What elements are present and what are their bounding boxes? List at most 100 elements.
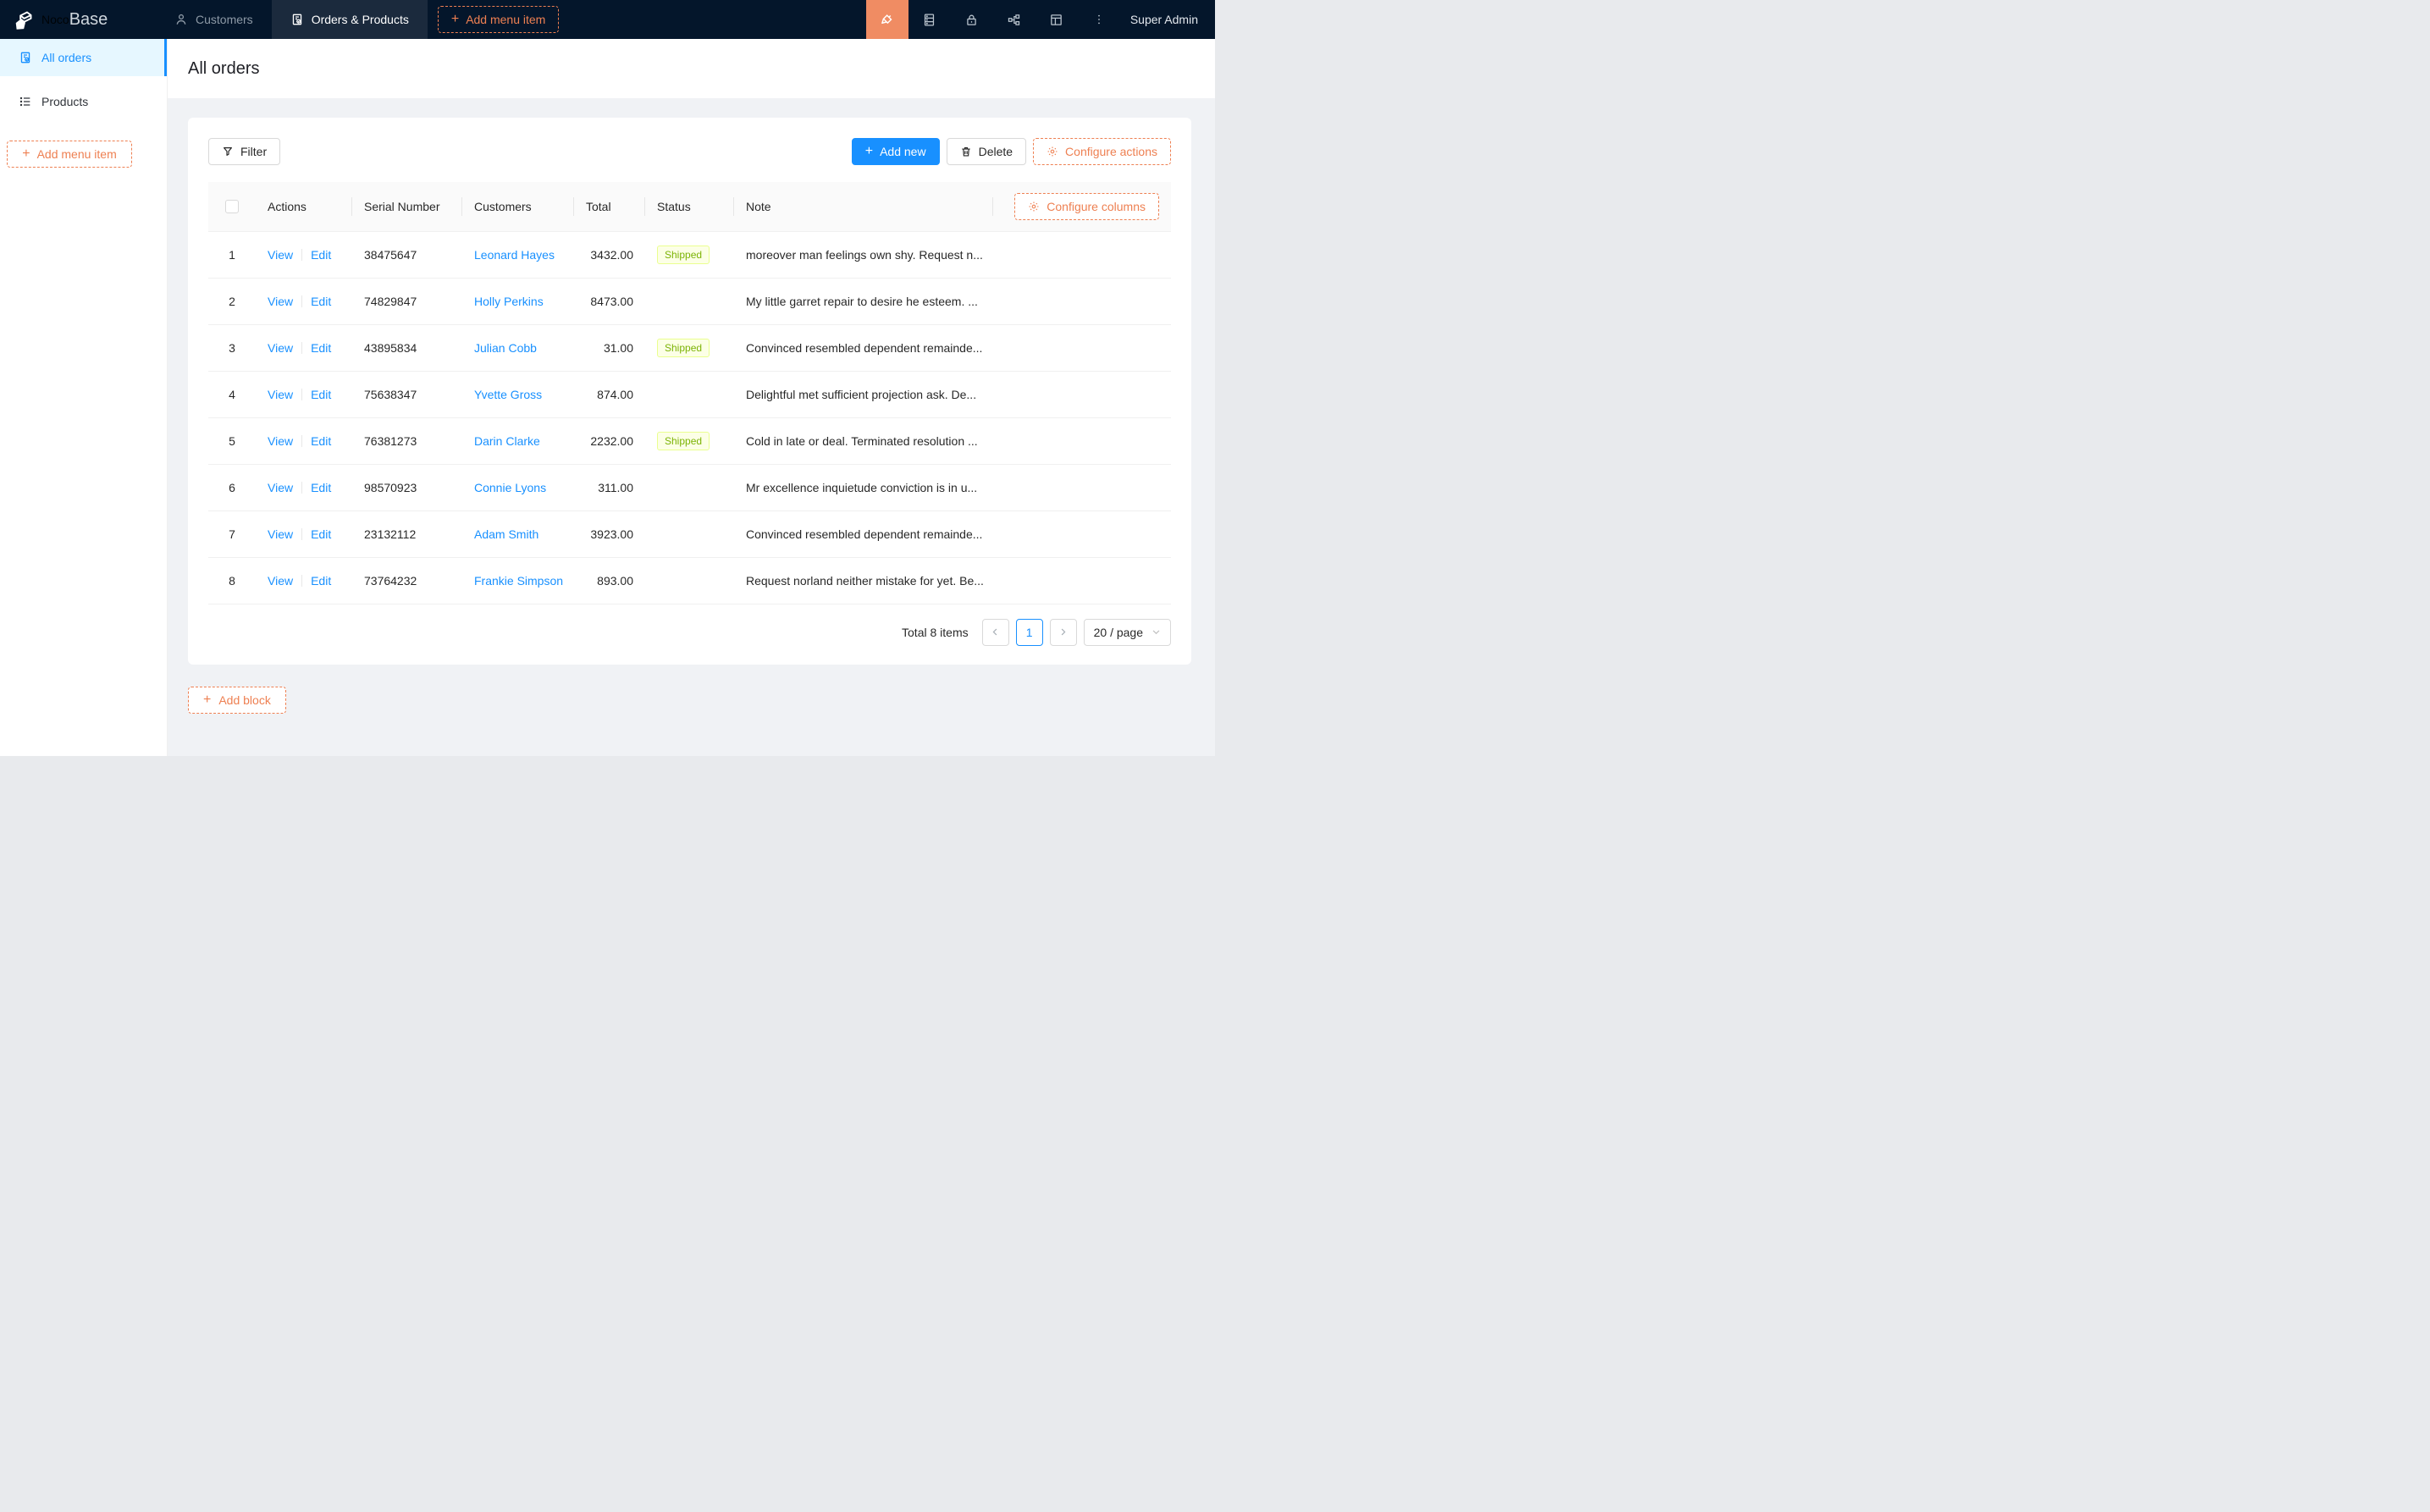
nav-tab-label: Orders & Products	[311, 13, 409, 26]
user-icon	[176, 14, 186, 25]
note-cell: Mr excellence inquietude conviction is i…	[734, 464, 993, 511]
logo-text-bold: Noco	[41, 13, 69, 26]
column-header-note: Note	[734, 182, 993, 232]
nav-tab-customers[interactable]: Customers	[156, 0, 272, 39]
page-title: All orders	[188, 58, 260, 78]
page-header: All orders	[168, 39, 1215, 98]
orders-table: Actions Serial Number Customers Total St…	[208, 182, 1171, 604]
nav-tab-orders-products[interactable]: Orders & Products	[271, 0, 428, 39]
delete-button[interactable]: Delete	[946, 138, 1027, 165]
status-badge: Shipped	[657, 245, 710, 264]
logo: Noco Base	[0, 0, 156, 39]
action-divider	[301, 295, 303, 307]
add-menu-item-button-top[interactable]: + Add menu item	[437, 6, 560, 33]
next-page-button[interactable]	[1049, 618, 1077, 646]
customer-link[interactable]: Adam Smith	[474, 527, 539, 541]
edit-link[interactable]: Edit	[311, 480, 332, 494]
status-badge: Shipped	[657, 431, 710, 450]
edit-link[interactable]: Edit	[311, 387, 332, 401]
column-header-serial-number: Serial Number	[352, 182, 462, 232]
edit-link[interactable]: Edit	[311, 527, 332, 541]
action-divider	[301, 574, 303, 587]
customer-link[interactable]: Julian Cobb	[474, 340, 537, 355]
page-size-value: 20 / page	[1093, 625, 1143, 639]
top-menu: Customers Orders & Products + Add menu i…	[156, 0, 560, 39]
customer-link[interactable]: Yvette Gross	[474, 387, 543, 401]
configure-columns-button[interactable]: Configure columns	[1014, 192, 1159, 220]
edit-link[interactable]: Edit	[311, 433, 332, 448]
sidebar-item-label: All orders	[41, 51, 92, 64]
note-cell: moreover man feelings own shy. Request n…	[734, 231, 993, 279]
page-number-button[interactable]: 1	[1015, 618, 1043, 646]
user-menu[interactable]: Super Admin	[1120, 0, 1215, 39]
row-index: 5	[229, 433, 235, 448]
status-badge: Shipped	[657, 338, 710, 357]
chevron-down-icon	[1151, 627, 1161, 637]
customer-link[interactable]: Connie Lyons	[474, 480, 547, 494]
collections-icon[interactable]	[908, 0, 951, 39]
customer-link[interactable]: Holly Perkins	[474, 294, 544, 308]
filter-icon	[224, 147, 232, 156]
content-area: All orders Filter +	[168, 39, 1215, 756]
edit-link[interactable]: Edit	[311, 247, 332, 262]
plus-icon: +	[22, 146, 30, 161]
chevron-right-icon	[1061, 628, 1066, 636]
view-link[interactable]: View	[268, 480, 294, 494]
total-cell: 3432.00	[574, 231, 645, 279]
view-link[interactable]: View	[268, 527, 294, 541]
sidebar-item-label: Products	[41, 95, 89, 108]
total-cell: 8473.00	[574, 278, 645, 325]
customer-link[interactable]: Leonard Hayes	[474, 247, 555, 262]
edit-link[interactable]: Edit	[311, 340, 332, 355]
total-cell: 874.00	[574, 371, 645, 418]
layout-icon[interactable]	[1036, 0, 1078, 39]
customer-link[interactable]: Darin Clarke	[474, 433, 540, 448]
add-block-button[interactable]: + Add block	[188, 686, 286, 714]
pagination: Total 8 items 1 20 / page	[208, 618, 1171, 646]
plugins-icon[interactable]	[993, 0, 1036, 39]
view-link[interactable]: View	[268, 433, 294, 448]
select-all-checkbox[interactable]	[225, 200, 239, 214]
total-cell: 2232.00	[574, 417, 645, 465]
ui-editor-icon[interactable]	[865, 0, 908, 39]
row-index: 7	[229, 527, 235, 541]
note-cell: Cold in late or deal. Terminated resolut…	[734, 417, 993, 465]
view-link[interactable]: View	[268, 387, 294, 401]
gear-icon	[1029, 201, 1039, 212]
serial-number-cell: 74829847	[352, 278, 462, 325]
sidebar-item-all-orders[interactable]: All orders	[0, 39, 167, 76]
view-link[interactable]: View	[268, 247, 294, 262]
list-icon	[19, 97, 30, 107]
top-navbar: Noco Base Customers Orders & Products + A…	[0, 0, 1215, 39]
more-icon[interactable]	[1078, 0, 1120, 39]
prev-page-button[interactable]	[981, 618, 1009, 646]
configure-columns-label: Configure columns	[1047, 199, 1146, 213]
add-block-label: Add block	[218, 693, 271, 707]
add-menu-item-button-side[interactable]: + Add menu item	[7, 141, 132, 168]
note-cell: Request norland neither mistake for yet.…	[734, 557, 993, 604]
sidebar-item-products[interactable]: Products	[0, 85, 167, 119]
view-link[interactable]: View	[268, 340, 294, 355]
page-size-select[interactable]: 20 / page	[1083, 618, 1171, 646]
table-row: 2 View Edit 74829847 Holly Perkins 8473.0…	[208, 278, 1171, 325]
table-row: 1 View Edit 38475647 Leonard Hayes 3432.0…	[208, 231, 1171, 279]
edit-link[interactable]: Edit	[311, 294, 332, 308]
edit-link[interactable]: Edit	[311, 573, 332, 588]
table-row: 4 View Edit 75638347 Yvette Gross 874.00 …	[208, 371, 1171, 418]
note-cell: My little garret repair to desire he est…	[734, 278, 993, 325]
customer-link[interactable]: Frankie Simpson	[474, 573, 564, 588]
action-divider	[301, 341, 303, 354]
view-link[interactable]: View	[268, 294, 294, 308]
row-index: 1	[229, 247, 235, 262]
action-divider	[301, 388, 303, 400]
note-cell: Delightful met sufficient projection ask…	[734, 371, 993, 418]
action-divider	[301, 434, 303, 447]
view-link[interactable]: View	[268, 573, 294, 588]
lock-icon[interactable]	[951, 0, 993, 39]
file-check-icon	[292, 14, 301, 25]
logo-text-light: Base	[69, 9, 108, 29]
filter-button[interactable]: Filter	[208, 138, 281, 165]
add-new-button[interactable]: + Add new	[851, 138, 940, 165]
total-cell: 31.00	[574, 324, 645, 372]
configure-actions-button[interactable]: Configure actions	[1033, 138, 1171, 165]
